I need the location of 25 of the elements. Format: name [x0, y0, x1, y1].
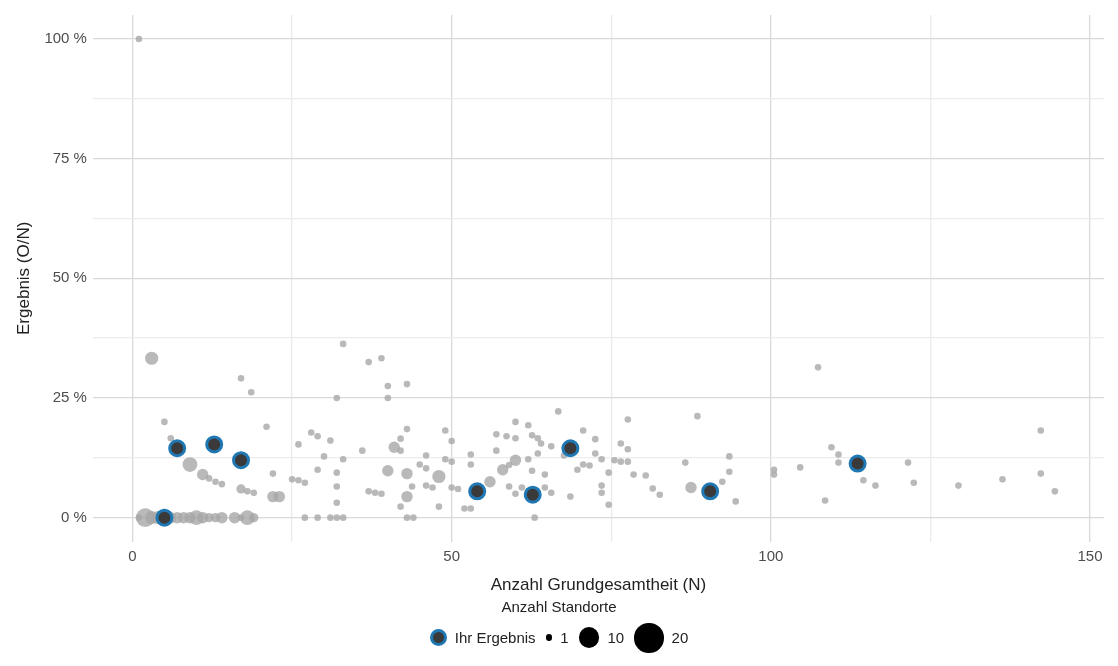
legend-label: 20 — [671, 629, 689, 647]
point — [523, 485, 542, 504]
point — [468, 482, 487, 501]
y-tick-label: 100 % — [44, 29, 87, 47]
x-axis-title: Anzahl Grundgesamtheit (N) — [490, 575, 707, 595]
point — [848, 454, 867, 473]
y-tick-label: 75 % — [52, 148, 87, 166]
legend-label: Ihr Ergebnis — [454, 629, 536, 647]
x-tick-label: 150 — [1077, 546, 1103, 564]
point — [205, 435, 224, 454]
legend-title: Anzahl Standorte — [500, 598, 618, 615]
point — [155, 508, 174, 527]
x-tick-label: 100 — [758, 546, 784, 564]
legend-label: 10 — [607, 629, 625, 647]
x-tick-label: 0 — [128, 546, 137, 564]
point — [232, 451, 251, 470]
point — [561, 439, 580, 458]
x-tick-label: 50 — [443, 546, 460, 564]
y-tick-label: 25 % — [52, 388, 87, 406]
legend-label: 1 — [560, 629, 569, 647]
y-tick-label: 0 % — [61, 507, 87, 525]
point — [168, 439, 187, 458]
y-tick-label: 50 % — [52, 268, 87, 286]
point — [701, 482, 720, 501]
y-axis-title: Ergebnis (O/N) — [13, 221, 33, 335]
